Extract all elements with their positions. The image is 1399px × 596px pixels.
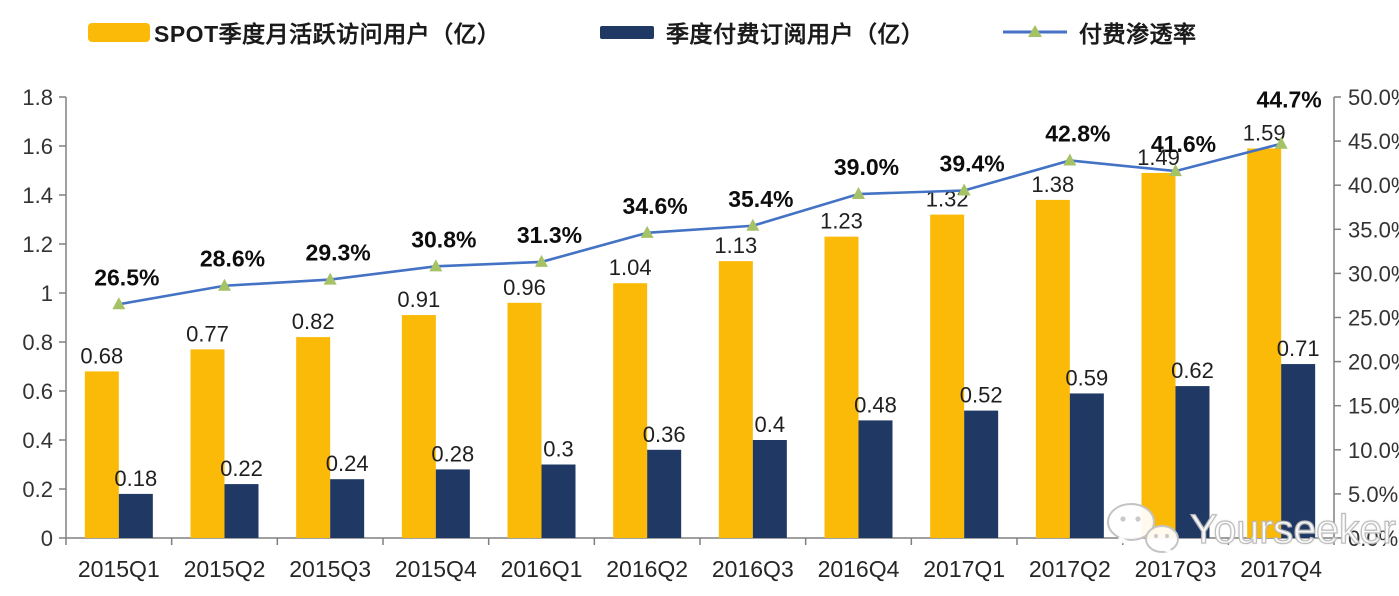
svg-text:0.96: 0.96	[503, 275, 546, 300]
svg-text:2017Q4: 2017Q4	[1240, 556, 1322, 582]
svg-text:0.3: 0.3	[543, 437, 574, 462]
svg-text:1.04: 1.04	[609, 255, 652, 280]
mau-legend-label: SPOT季度月活跃访问用户（亿）	[154, 21, 501, 47]
svg-text:28.6%: 28.6%	[200, 246, 265, 272]
svg-text:0.68: 0.68	[80, 343, 123, 368]
svg-text:0.2: 0.2	[22, 477, 53, 502]
svg-text:0: 0	[41, 526, 53, 551]
svg-text:2015Q3: 2015Q3	[289, 556, 371, 582]
watermark-text: Yourseeker	[1189, 505, 1396, 552]
svg-text:0.59: 0.59	[1065, 365, 1108, 390]
svg-text:35.4%: 35.4%	[728, 186, 793, 212]
svg-text:1.6: 1.6	[22, 134, 53, 159]
svg-text:44.7%: 44.7%	[1257, 87, 1322, 113]
right-axis-labels: 0.0% 5.0% 10.0% 15.0% 20.0% 25.0% 30.0% 35.0% 40…	[1348, 85, 1399, 551]
left-axis-labels: 0 0.2 0.4 0.6 0.8 1 1.2 1.4 1.6 1.8	[22, 85, 53, 551]
svg-text:1.59: 1.59	[1243, 120, 1286, 145]
mau-legend-swatch	[88, 22, 150, 42]
svg-text:25.0%: 25.0%	[1348, 306, 1399, 331]
svg-text:34.6%: 34.6%	[623, 193, 688, 219]
penetration-labels: 26.5% 28.6% 29.3% 30.8% 31.3% 34.6% 35.4% 39.0%…	[94, 87, 1322, 291]
legend-item-mau: SPOT季度月活跃访问用户（亿）	[88, 16, 501, 48]
svg-text:0.4: 0.4	[755, 412, 786, 437]
svg-text:0.77: 0.77	[186, 321, 229, 346]
svg-text:0.24: 0.24	[326, 451, 369, 476]
svg-text:0.48: 0.48	[854, 392, 897, 417]
svg-text:0.82: 0.82	[292, 309, 335, 334]
svg-text:39.0%: 39.0%	[834, 154, 899, 180]
penetration-legend-label: 付费渗透率	[1079, 21, 1197, 47]
svg-text:20.0%: 20.0%	[1348, 350, 1399, 375]
penetration-markers	[112, 136, 1288, 310]
penetration-legend-swatch	[1003, 25, 1067, 37]
bars-mau	[84, 148, 1282, 538]
subs-legend-swatch	[600, 25, 654, 39]
svg-text:39.4%: 39.4%	[940, 150, 1005, 176]
axes	[59, 96, 1341, 545]
wechat-icon	[1107, 503, 1179, 556]
svg-text:1.8: 1.8	[22, 85, 53, 110]
svg-text:0.71: 0.71	[1277, 336, 1320, 361]
svg-text:0.6: 0.6	[22, 379, 53, 404]
svg-text:0.91: 0.91	[397, 287, 440, 312]
svg-text:0.22: 0.22	[220, 456, 263, 481]
triangle-marker-icon	[1028, 25, 1042, 37]
svg-text:45.0%: 45.0%	[1348, 129, 1399, 154]
subs-legend-label: 季度付费订阅用户（亿）	[666, 21, 925, 47]
svg-text:0.0%: 0.0%	[1348, 526, 1398, 551]
svg-text:1: 1	[41, 281, 53, 306]
svg-text:30.8%: 30.8%	[411, 226, 476, 252]
svg-text:5.0%: 5.0%	[1348, 482, 1398, 507]
svg-text:41.6%: 41.6%	[1151, 131, 1216, 157]
svg-text:1.13: 1.13	[714, 233, 757, 258]
svg-text:0.52: 0.52	[960, 383, 1003, 408]
svg-text:0.4: 0.4	[22, 428, 53, 453]
svg-text:2016Q3: 2016Q3	[712, 556, 794, 582]
bars-subs	[118, 364, 1316, 538]
legend-item-penetration: 付费渗透率	[1003, 16, 1197, 48]
svg-text:30.0%: 30.0%	[1348, 261, 1399, 286]
legend: SPOT季度月活跃访问用户（亿） 季度付费订阅用户（亿） 付费渗透率	[0, 0, 1399, 56]
svg-text:2015Q2: 2015Q2	[184, 556, 266, 582]
svg-text:10.0%: 10.0%	[1348, 438, 1399, 463]
svg-text:40.0%: 40.0%	[1348, 173, 1399, 198]
subs-value-labels: 0.18 0.22 0.24 0.28 0.3 0.36 0.4 0.48 0.52 0.59 0.…	[114, 336, 1319, 491]
penetration-line	[118, 142, 1282, 306]
svg-text:31.3%: 31.3%	[517, 222, 582, 248]
svg-text:2015Q4: 2015Q4	[395, 556, 477, 582]
svg-text:29.3%: 29.3%	[306, 240, 371, 266]
svg-text:2016Q4: 2016Q4	[818, 556, 900, 582]
svg-text:0.18: 0.18	[114, 466, 157, 491]
svg-text:2015Q1: 2015Q1	[78, 556, 160, 582]
svg-text:1.49: 1.49	[1137, 145, 1180, 170]
mau-value-labels: 0.680.77 0.820.91 0.961.041.131.231.321.38…	[80, 120, 1285, 368]
svg-text:1.4: 1.4	[22, 183, 53, 208]
svg-text:2017Q1: 2017Q1	[923, 556, 1005, 582]
svg-text:1.2: 1.2	[22, 232, 53, 257]
svg-text:0.8: 0.8	[22, 330, 53, 355]
svg-text:0.28: 0.28	[431, 441, 474, 466]
svg-text:1.23: 1.23	[820, 209, 863, 234]
svg-text:42.8%: 42.8%	[1045, 121, 1110, 147]
svg-text:2017Q3: 2017Q3	[1135, 556, 1217, 582]
legend-item-subs: 季度付费订阅用户（亿）	[600, 16, 925, 48]
svg-text:2016Q2: 2016Q2	[606, 556, 688, 582]
svg-text:35.0%: 35.0%	[1348, 217, 1399, 242]
svg-text:50.0%: 50.0%	[1348, 85, 1399, 110]
svg-text:1.38: 1.38	[1031, 172, 1074, 197]
svg-text:2017Q2: 2017Q2	[1029, 556, 1111, 582]
svg-text:2016Q1: 2016Q1	[501, 556, 583, 582]
svg-text:15.0%: 15.0%	[1348, 394, 1399, 419]
svg-text:26.5%: 26.5%	[94, 264, 159, 290]
svg-text:0.36: 0.36	[643, 422, 686, 447]
svg-text:0.62: 0.62	[1171, 358, 1214, 383]
x-axis-labels: 2015Q1 2015Q2 2015Q3 2015Q4 2016Q1 2016Q2 2016…	[78, 556, 1322, 582]
watermark: Yourseeker	[1104, 500, 1397, 558]
